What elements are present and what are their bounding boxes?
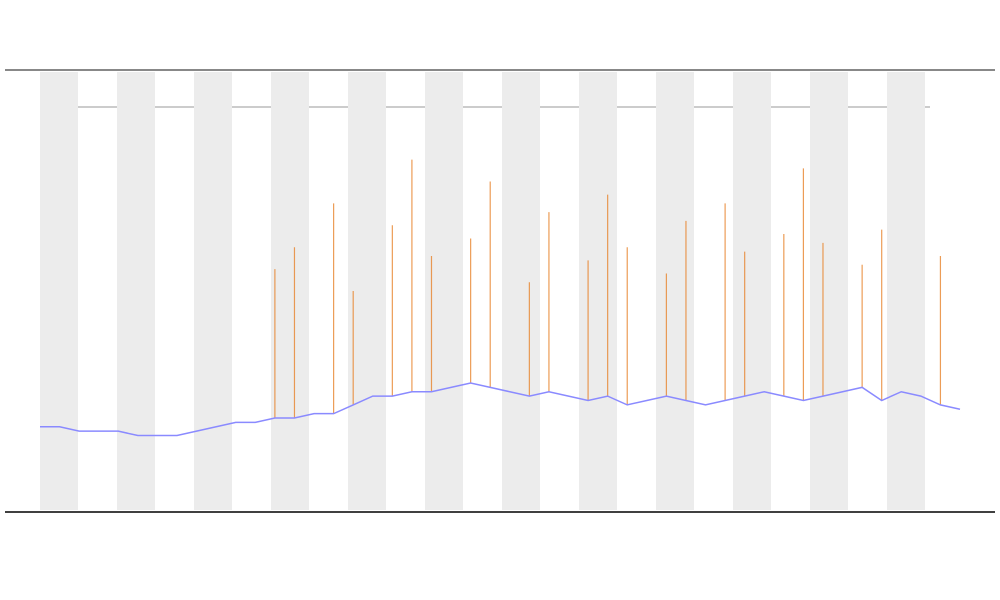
band <box>579 72 617 510</box>
band <box>656 72 694 510</box>
band <box>117 72 155 510</box>
band <box>810 72 848 510</box>
band <box>194 72 232 510</box>
bands <box>40 72 925 510</box>
band <box>502 72 540 510</box>
band <box>733 72 771 510</box>
band <box>40 72 78 510</box>
band <box>425 72 463 510</box>
data-line <box>40 382 961 437</box>
band <box>271 72 309 510</box>
band <box>887 72 925 510</box>
band <box>348 72 386 510</box>
